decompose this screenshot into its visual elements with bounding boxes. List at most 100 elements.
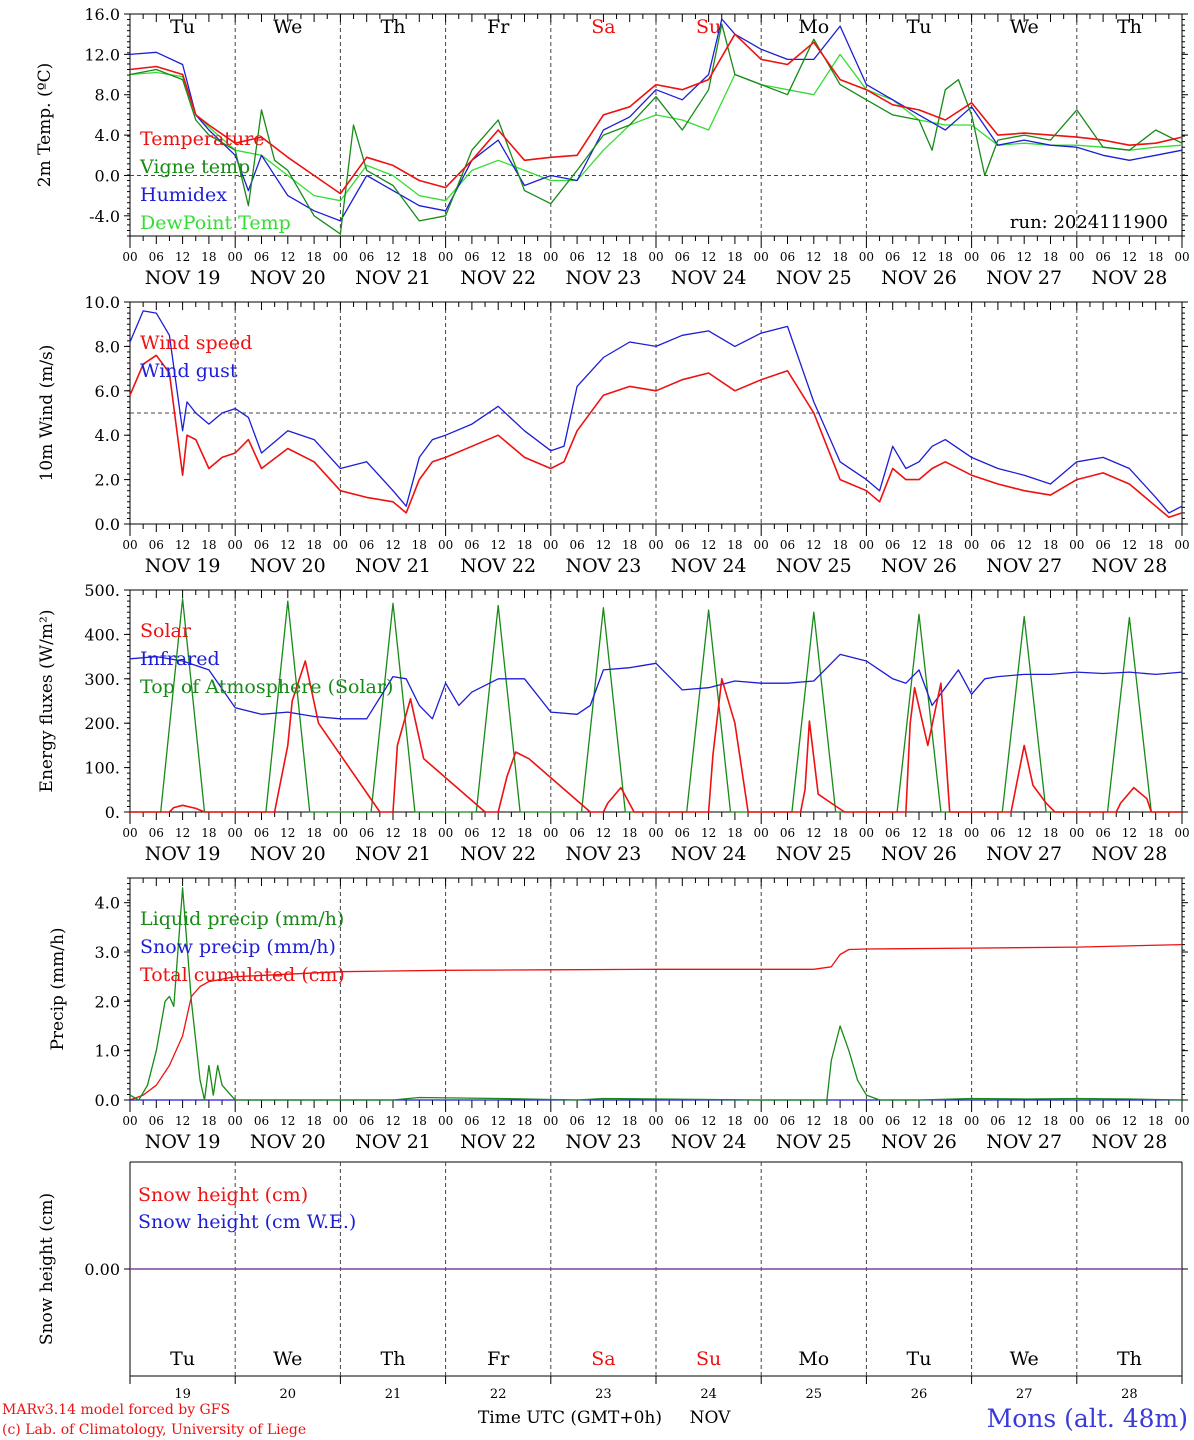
series-line-wind-gust [129, 310, 1183, 514]
hour-label: 00 [228, 826, 243, 840]
hour-label: 18 [306, 1114, 321, 1128]
hour-label: 06 [464, 538, 479, 552]
hour-label: 00 [228, 1114, 243, 1128]
hour-label: 18 [1148, 250, 1163, 264]
hour-label: 00 [228, 538, 243, 552]
hour-label: 12 [806, 250, 821, 264]
hour-label: 00 [648, 250, 663, 264]
hour-label: 18 [832, 250, 847, 264]
hour-label: 18 [201, 250, 216, 264]
weekday-label: Tu [170, 16, 195, 38]
day-number: 20 [280, 1387, 297, 1402]
date-label: NOV 24 [671, 555, 747, 577]
hour-label: 12 [385, 826, 400, 840]
hour-label: 12 [911, 1114, 926, 1128]
hour-label: 06 [990, 250, 1005, 264]
hour-label: 00 [122, 538, 137, 552]
hour-label: 18 [1148, 826, 1163, 840]
date-label: NOV 25 [776, 1131, 852, 1153]
weekday-label-bottom: Sa [591, 1348, 615, 1370]
date-label: NOV 27 [986, 1131, 1062, 1153]
hour-label: 06 [464, 826, 479, 840]
series-group [129, 598, 1183, 813]
hour-label: 12 [701, 1114, 716, 1128]
y-tick-label: 16.0 [84, 5, 120, 24]
x-axis-label: Time UTC (GMT+0h) [478, 1408, 662, 1428]
hour-label: 12 [911, 250, 926, 264]
y-axis-label: 10m Wind (m/s) [37, 345, 57, 482]
hour-label: 12 [280, 538, 295, 552]
hour-label: 18 [517, 1114, 532, 1128]
date-label: NOV 22 [460, 555, 536, 577]
series-line-total-cumulated-cm- [129, 943, 1183, 1101]
hour-label: 00 [543, 1114, 558, 1128]
series-line-infrared [129, 653, 1183, 720]
y-tick-label: 0.0 [95, 1091, 120, 1110]
date-label: NOV 22 [460, 267, 536, 289]
hour-label: 12 [1017, 538, 1032, 552]
day-number: 25 [806, 1387, 823, 1402]
weekday-label-bottom: Th [1117, 1348, 1142, 1370]
hour-label: 18 [727, 826, 742, 840]
hour-label: 18 [727, 538, 742, 552]
weekday-label: Mo [798, 16, 829, 38]
date-label: NOV 28 [1091, 843, 1167, 865]
weekday-label-bottom: Th [381, 1348, 406, 1370]
hour-label: 18 [306, 826, 321, 840]
weekday-label: Su [696, 16, 721, 38]
footer-model-credit: MARv3.14 model forced by GFS [2, 1402, 230, 1418]
hour-label: 12 [806, 1114, 821, 1128]
hour-label: 06 [885, 538, 900, 552]
y-tick-label: 2.0 [95, 471, 120, 490]
hour-label: 06 [149, 826, 164, 840]
hour-label: 06 [675, 826, 690, 840]
hour-label: 18 [201, 826, 216, 840]
hour-label: 06 [569, 250, 584, 264]
date-label: NOV 20 [250, 267, 326, 289]
date-label: NOV 27 [986, 843, 1062, 865]
hour-label: 18 [622, 1114, 637, 1128]
hour-label: 00 [122, 826, 137, 840]
y-axis-label: Snow height (cm) [37, 1193, 57, 1345]
date-label: NOV 26 [881, 555, 957, 577]
day-number: 26 [911, 1387, 928, 1402]
hour-label: 18 [938, 250, 953, 264]
hour-label: 00 [648, 826, 663, 840]
hour-label: 00 [543, 538, 558, 552]
hour-label: 12 [175, 250, 190, 264]
date-label: NOV 20 [250, 1131, 326, 1153]
hour-label: 12 [491, 538, 506, 552]
weekday-label-bottom: Fr [487, 1348, 510, 1370]
hour-label: 06 [464, 1114, 479, 1128]
hour-label: 12 [596, 1114, 611, 1128]
date-label: NOV 19 [145, 1131, 221, 1153]
y-tick-label: 8.0 [95, 337, 120, 356]
date-label: NOV 26 [881, 267, 957, 289]
date-label: NOV 19 [145, 555, 221, 577]
y-tick-label: 100. [84, 759, 120, 778]
hour-label: 00 [964, 538, 979, 552]
weekday-label-bottom: Tu [170, 1348, 195, 1370]
hour-label: 00 [859, 538, 874, 552]
date-label: NOV 21 [355, 555, 431, 577]
hour-label: 18 [622, 826, 637, 840]
hour-label: 06 [990, 1114, 1005, 1128]
hour-label: 06 [1095, 1114, 1110, 1128]
hour-label: 00 [859, 250, 874, 264]
date-label: NOV 28 [1091, 1131, 1167, 1153]
station-name: Mons (alt. 48m) [987, 1404, 1188, 1433]
day-number: 19 [174, 1387, 191, 1402]
hour-label: 00 [754, 538, 769, 552]
hour-label: 12 [701, 250, 716, 264]
hour-label: 06 [359, 538, 374, 552]
hour-label: 12 [1017, 250, 1032, 264]
y-tick-label: 0.0 [95, 166, 120, 185]
legend-entry: DewPoint Temp [140, 212, 291, 234]
y-tick-label: 6.0 [95, 382, 120, 401]
hour-label: 00 [333, 538, 348, 552]
date-label: NOV 25 [776, 555, 852, 577]
y-tick-label: 0. [105, 803, 120, 822]
panel-3: 00 06 12 18 00 06 12 18 00 06 12 18 00 06 12 18 00 06 12 18… [37, 581, 1190, 865]
date-label: NOV 21 [355, 843, 431, 865]
date-label: NOV 25 [776, 267, 852, 289]
